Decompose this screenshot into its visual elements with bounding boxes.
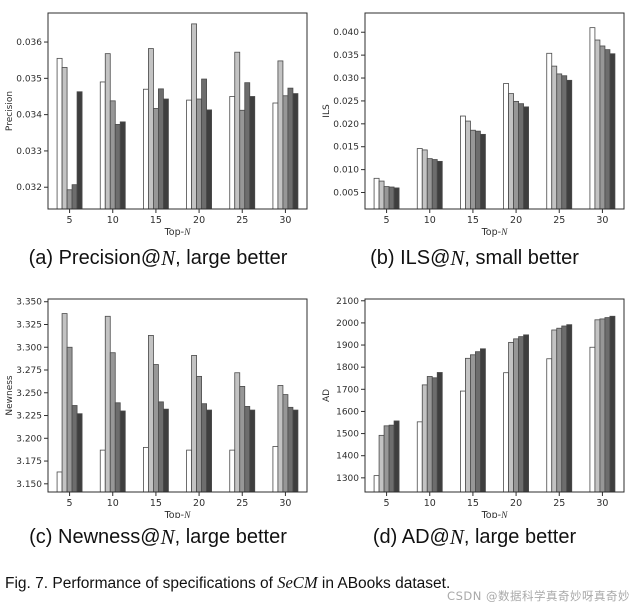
svg-text:0.020: 0.020: [333, 120, 359, 130]
svg-text:5: 5: [67, 498, 73, 509]
caption-a-mathvar: N: [161, 245, 176, 270]
caption-d-mathvar: N: [449, 524, 464, 549]
svg-text:0.034: 0.034: [16, 111, 42, 121]
caption-a-suffix: , large better: [175, 246, 288, 269]
svg-text:Precision: Precision: [5, 91, 15, 131]
svg-text:3.175: 3.175: [16, 457, 42, 467]
caption-c: (c) Newness@ N, large better: [0, 518, 316, 556]
figure-caption-prefix: Fig. 7. Performance of specifications of: [5, 575, 278, 592]
caption-c-suffix: , large better: [174, 525, 287, 548]
svg-text:10: 10: [107, 215, 119, 226]
svg-text:1700: 1700: [336, 385, 359, 395]
svg-text:0.025: 0.025: [333, 97, 359, 107]
svg-text:0.032: 0.032: [16, 183, 42, 193]
svg-text:Top-N: Top-N: [480, 227, 507, 238]
svg-text:10: 10: [423, 498, 435, 509]
svg-text:0.035: 0.035: [16, 74, 42, 84]
svg-text:30: 30: [279, 498, 291, 509]
svg-text:1400: 1400: [336, 452, 359, 462]
svg-text:30: 30: [596, 498, 608, 509]
caption-c-mathvar: N: [160, 524, 175, 549]
svg-text:Top-N: Top-N: [480, 510, 507, 518]
svg-text:Top-N: Top-N: [164, 510, 191, 518]
svg-text:20: 20: [193, 215, 205, 226]
svg-text:1500: 1500: [336, 430, 359, 440]
svg-text:5: 5: [67, 215, 73, 226]
svg-text:1900: 1900: [336, 341, 359, 351]
svg-text:25: 25: [553, 498, 565, 509]
svg-text:Top-N: Top-N: [164, 227, 191, 238]
svg-text:25: 25: [553, 215, 565, 226]
figure-caption: Fig. 7. Performance of specifications of…: [5, 573, 633, 593]
caption-b-mathvar: N: [450, 245, 465, 270]
svg-text:1800: 1800: [336, 363, 359, 373]
ad-bar-chart: 5 10 15 20 25 30 1300 1400 1500 1600 1700 1800 1900 2…: [322, 297, 624, 518]
charts-grid: 5 10 15 20 25 30 0.032 0.033 0.034 0.035 0.036 Prec…: [0, 0, 633, 556]
caption-d-prefix: (d) AD@: [372, 525, 450, 548]
chart-panel-precision: 5 10 15 20 25 30 0.032 0.033 0.034 0.035 0.036 Prec…: [0, 0, 316, 238]
precision-bar-chart: 5 10 15 20 25 30 0.032 0.033 0.034 0.035 0.036 Prec…: [5, 12, 308, 238]
csdn-watermark: CSDN @数据科学真奇妙呀真奇妙: [447, 589, 630, 603]
svg-text:20: 20: [510, 215, 522, 226]
caption-b-suffix: , small better: [464, 246, 579, 269]
chart-panel-ad: 5 10 15 20 25 30 1300 1400 1500 1600 1700 1800 1900 2…: [316, 278, 633, 518]
svg-text:3.325: 3.325: [16, 320, 42, 330]
svg-text:3.150: 3.150: [16, 480, 42, 490]
svg-text:0.036: 0.036: [16, 38, 42, 48]
svg-text:3.250: 3.250: [16, 389, 42, 399]
svg-text:0.015: 0.015: [333, 143, 359, 153]
svg-text:3.225: 3.225: [16, 412, 42, 422]
svg-text:10: 10: [423, 215, 435, 226]
svg-text:ILS: ILS: [322, 104, 332, 118]
caption-a-prefix: (a) Precision@: [28, 246, 162, 269]
svg-text:2100: 2100: [336, 297, 359, 307]
svg-text:15: 15: [150, 215, 162, 226]
ils-bar-chart: 5 10 15 20 25 30 0.005 0.010 0.015 0.020 0.025 0.03…: [322, 12, 624, 238]
figure-caption-suffix: in ABooks dataset.: [317, 575, 451, 592]
svg-text:3.275: 3.275: [16, 366, 42, 376]
svg-text:0.035: 0.035: [333, 51, 359, 61]
caption-b-prefix: (b) ILS@: [370, 246, 451, 269]
chart-panel-ils: 5 10 15 20 25 30 0.005 0.010 0.015 0.020 0.025 0.03…: [316, 0, 633, 238]
newness-bar-chart: 5 10 15 20 25 30 3.150 3.175 3.200 3.225 3.250 3.27…: [5, 298, 308, 518]
svg-text:30: 30: [596, 215, 608, 226]
svg-text:25: 25: [236, 498, 248, 509]
svg-text:20: 20: [193, 498, 205, 509]
svg-text:Newness: Newness: [5, 375, 15, 416]
chart-panel-newness: 5 10 15 20 25 30 3.150 3.175 3.200 3.225 3.250 3.27…: [0, 278, 316, 518]
caption-d-suffix: , large better: [463, 525, 577, 548]
svg-text:30: 30: [279, 215, 291, 226]
svg-text:3.300: 3.300: [16, 343, 42, 353]
svg-text:0.033: 0.033: [16, 147, 42, 157]
caption-d: (d) AD@ N, large better: [316, 518, 633, 556]
svg-text:1300: 1300: [336, 474, 359, 484]
svg-text:0.005: 0.005: [333, 189, 359, 199]
figure-caption-mathvar: SeCM: [277, 573, 318, 592]
svg-text:0.030: 0.030: [333, 74, 359, 84]
svg-text:25: 25: [236, 215, 248, 226]
svg-text:15: 15: [466, 498, 478, 509]
svg-text:5: 5: [383, 215, 389, 226]
svg-text:5: 5: [383, 498, 389, 509]
svg-text:15: 15: [150, 498, 162, 509]
caption-b: (b) ILS@ N, small better: [316, 238, 633, 278]
svg-text:15: 15: [466, 215, 478, 226]
svg-text:20: 20: [510, 498, 522, 509]
svg-text:2000: 2000: [336, 319, 359, 329]
caption-a: (a) Precision@ N, large better: [0, 238, 316, 278]
caption-c-prefix: (c) Newness@: [29, 525, 161, 548]
svg-text:3.200: 3.200: [16, 434, 42, 444]
svg-text:1600: 1600: [336, 407, 359, 417]
svg-text:0.040: 0.040: [333, 28, 359, 38]
svg-text:0.010: 0.010: [333, 166, 359, 176]
svg-text:3.350: 3.350: [16, 298, 42, 308]
svg-text:10: 10: [107, 498, 119, 509]
svg-text:AD: AD: [322, 389, 332, 402]
